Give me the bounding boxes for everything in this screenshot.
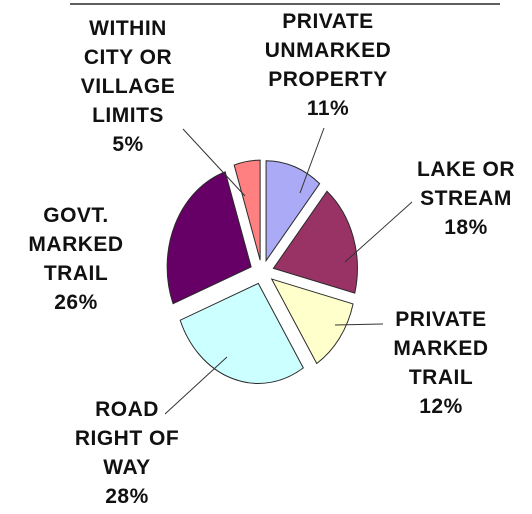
slice-category-label: STREAM (420, 187, 512, 210)
slice-label-2: LAKE OR STREAM 18% (417, 158, 515, 239)
leader-line-1 (299, 127, 325, 194)
slice-category-label: ROAD (95, 398, 159, 421)
slice-category-label: MARKED (28, 233, 123, 256)
pie-slice-3 (270, 278, 354, 365)
slice-label-5: GOVT. MARKED TRAIL 26% (28, 204, 123, 314)
slice-category-label: PRIVATE (282, 10, 373, 33)
leader-line-3 (334, 323, 384, 326)
slice-category-label: VILLAGE (81, 75, 176, 98)
slice-category-label: WITHIN (89, 17, 167, 40)
slice-percent-label: 28% (105, 485, 149, 508)
leader-line-4 (164, 356, 228, 415)
slice-category-label: MARKED (393, 337, 488, 360)
slice-label-4: ROAD RIGHT OF WAY 28% (75, 398, 179, 508)
slice-category-label: RIGHT OF (75, 427, 179, 450)
slice-category-label: LAKE OR (417, 158, 515, 181)
pie-slice-6 (233, 159, 261, 261)
slice-category-label: LIMITS (92, 104, 164, 127)
leader-line-2 (344, 201, 413, 263)
slice-category-label: UNMARKED (265, 39, 392, 62)
pie-slice-1 (265, 160, 321, 263)
slice-labels: PRIVATE UNMARKED PROPERTY 11% LAKE OR STREAM 1… (28, 10, 515, 508)
slice-category-label: TRAIL (409, 366, 473, 389)
slice-category-label: CITY OR (84, 46, 172, 69)
pie-slice-4 (179, 282, 304, 384)
pie-slices (166, 159, 358, 384)
slice-label-3: PRIVATE MARKED TRAIL 12% (393, 308, 488, 418)
slice-label-6: WITHIN CITY OR VILLAGE LIMITS 5% (81, 17, 176, 156)
slice-percent-label: 26% (54, 291, 98, 314)
slice-category-label: PROPERTY (268, 68, 388, 91)
slice-category-label: WAY (103, 456, 150, 479)
pie-slice-5 (166, 171, 252, 305)
slice-percent-label: 11% (307, 97, 349, 120)
slice-category-label: TRAIL (44, 262, 108, 285)
pie-slice-2 (272, 190, 358, 294)
slice-category-label: PRIVATE (395, 308, 486, 331)
slice-percent-label: 5% (112, 133, 143, 156)
leader-line-6 (182, 128, 246, 197)
slice-category-label: GOVT. (43, 204, 109, 227)
leader-lines (164, 127, 413, 415)
slice-percent-label: 18% (444, 216, 488, 239)
slice-percent-label: 12% (419, 395, 463, 418)
slice-label-1: PRIVATE UNMARKED PROPERTY 11% (265, 10, 392, 120)
